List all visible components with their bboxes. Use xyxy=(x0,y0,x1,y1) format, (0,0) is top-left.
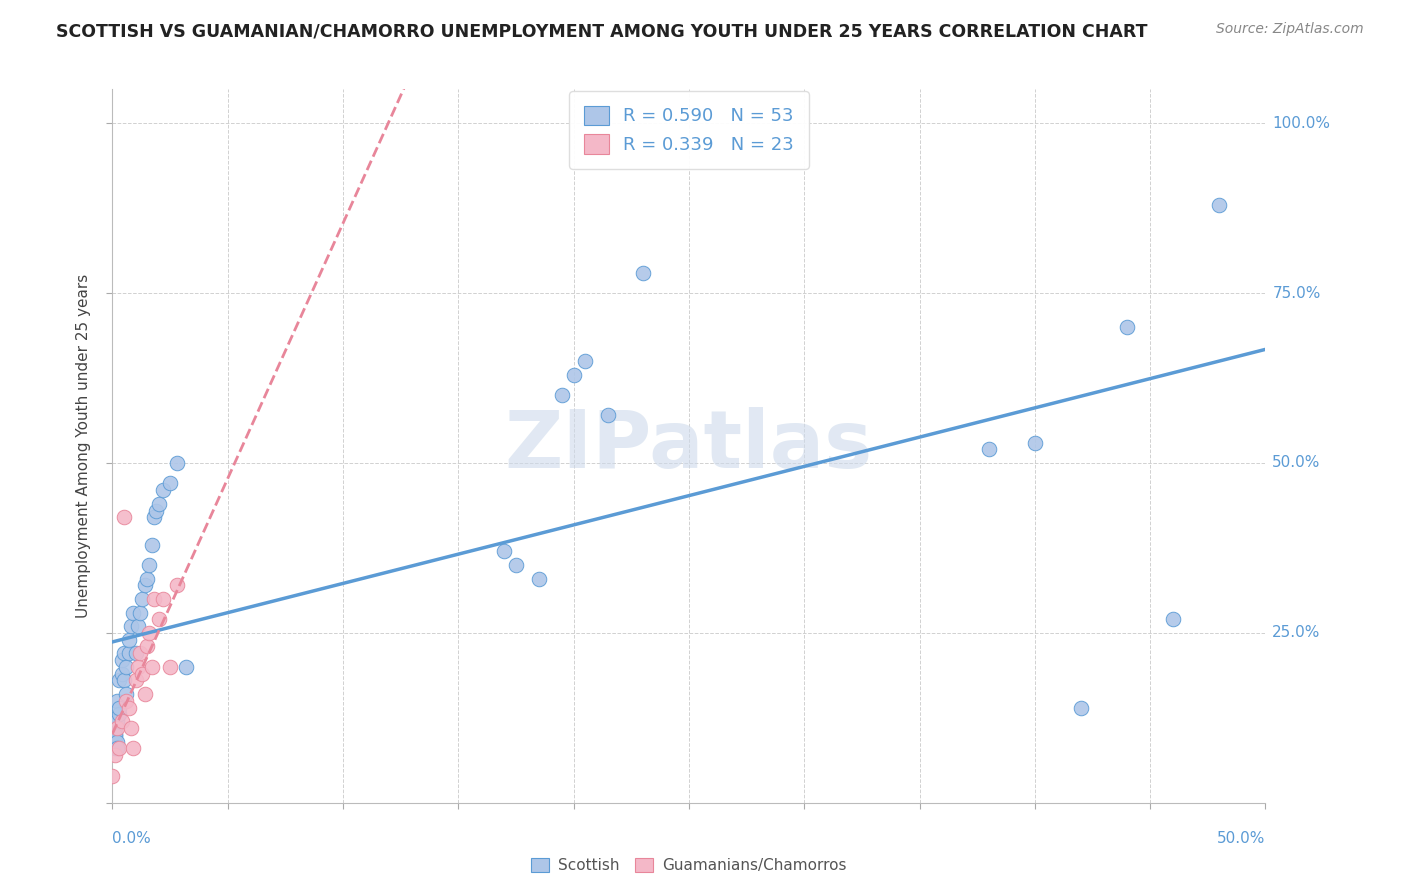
Point xyxy=(101,714,124,729)
Point xyxy=(117,632,139,647)
Point xyxy=(105,721,128,735)
Point xyxy=(1161,612,1184,626)
Point xyxy=(122,606,145,620)
Point xyxy=(108,741,131,756)
Point xyxy=(115,687,138,701)
Point xyxy=(1208,198,1230,212)
Point xyxy=(145,503,167,517)
Point xyxy=(105,734,128,748)
Point xyxy=(551,388,574,402)
Point xyxy=(105,741,128,756)
Point xyxy=(112,673,135,688)
Point xyxy=(104,748,127,763)
Point xyxy=(1116,320,1139,334)
Point xyxy=(104,728,127,742)
Point xyxy=(134,578,156,592)
Text: ZIPatlas: ZIPatlas xyxy=(505,407,873,485)
Point xyxy=(1024,435,1046,450)
Point xyxy=(104,734,127,748)
Point xyxy=(134,687,156,701)
Point xyxy=(148,497,170,511)
Point xyxy=(111,653,134,667)
Text: SCOTTISH VS GUAMANIAN/CHAMORRO UNEMPLOYMENT AMONG YOUTH UNDER 25 YEARS CORRELATI: SCOTTISH VS GUAMANIAN/CHAMORRO UNEMPLOYM… xyxy=(56,22,1147,40)
Point xyxy=(112,646,135,660)
Y-axis label: Unemployment Among Youth under 25 years: Unemployment Among Youth under 25 years xyxy=(76,274,91,618)
Point xyxy=(574,354,596,368)
Point xyxy=(141,537,163,551)
Point xyxy=(562,368,585,382)
Point xyxy=(101,769,124,783)
Legend: Scottish, Guamanians/Chamorros: Scottish, Guamanians/Chamorros xyxy=(523,850,855,880)
Point xyxy=(136,640,159,654)
Point xyxy=(143,510,166,524)
Point xyxy=(101,728,124,742)
Point xyxy=(108,700,131,714)
Point xyxy=(136,572,159,586)
Text: 0.0%: 0.0% xyxy=(112,831,152,847)
Point xyxy=(111,666,134,681)
Point xyxy=(117,700,139,714)
Point xyxy=(115,660,138,674)
Point xyxy=(527,572,550,586)
Point xyxy=(159,660,181,674)
Point xyxy=(104,721,127,735)
Point xyxy=(111,714,134,729)
Point xyxy=(117,646,139,660)
Text: 75.0%: 75.0% xyxy=(1272,285,1320,301)
Point xyxy=(124,646,146,660)
Point xyxy=(631,266,654,280)
Point xyxy=(115,694,138,708)
Point xyxy=(166,456,188,470)
Text: 100.0%: 100.0% xyxy=(1272,116,1330,131)
Point xyxy=(108,707,131,722)
Point xyxy=(127,619,149,633)
Point xyxy=(494,544,516,558)
Point xyxy=(127,660,149,674)
Point xyxy=(977,442,1000,457)
Text: 25.0%: 25.0% xyxy=(1272,625,1320,640)
Point xyxy=(1070,700,1092,714)
Point xyxy=(141,660,163,674)
Point xyxy=(129,646,152,660)
Point xyxy=(138,558,160,572)
Point xyxy=(105,694,128,708)
Text: 50.0%: 50.0% xyxy=(1218,831,1265,847)
Point xyxy=(174,660,197,674)
Point xyxy=(112,510,135,524)
Point xyxy=(148,612,170,626)
Point xyxy=(152,591,174,606)
Point xyxy=(159,476,181,491)
Point xyxy=(152,483,174,498)
Point xyxy=(598,409,620,423)
Point xyxy=(166,578,188,592)
Text: Source: ZipAtlas.com: Source: ZipAtlas.com xyxy=(1216,22,1364,37)
Point xyxy=(104,741,127,756)
Point xyxy=(104,728,127,742)
Point xyxy=(120,721,142,735)
Point xyxy=(143,591,166,606)
Text: 50.0%: 50.0% xyxy=(1272,456,1320,470)
Point xyxy=(131,666,153,681)
Point xyxy=(108,673,131,688)
Point xyxy=(122,741,145,756)
Point xyxy=(105,714,128,729)
Point xyxy=(505,558,527,572)
Point xyxy=(120,619,142,633)
Point xyxy=(124,673,146,688)
Point xyxy=(138,626,160,640)
Point xyxy=(131,591,153,606)
Point xyxy=(129,606,152,620)
